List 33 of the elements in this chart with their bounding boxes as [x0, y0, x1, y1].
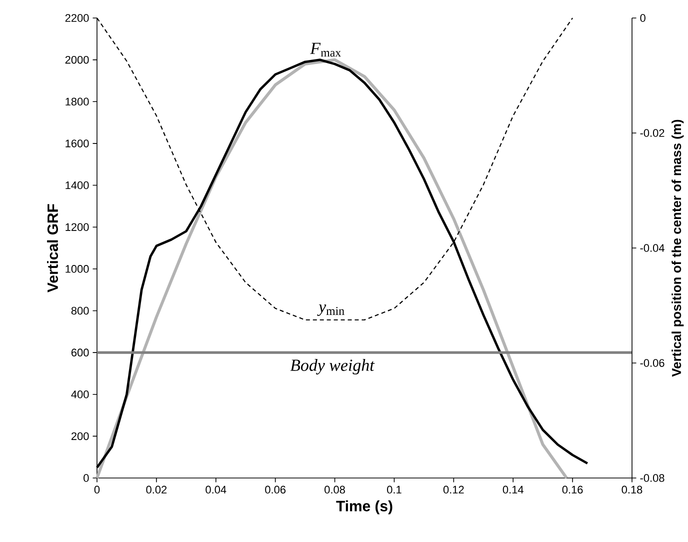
x-axis-title: Time (s)	[336, 500, 392, 514]
y-tick-label: 1200	[66, 223, 89, 231]
y-axis-title: Vertical GRF	[47, 204, 58, 292]
y-tick-label: 400	[71, 390, 89, 398]
y-tick-label: 200	[71, 432, 89, 440]
x-tick-label: 0.04	[206, 486, 226, 494]
x-tick-label: 0.1	[387, 486, 402, 494]
y-tick-label: 1600	[66, 140, 89, 148]
y2-tick-label: -0.02	[640, 129, 664, 137]
y-tick-label: 2000	[65, 56, 89, 64]
annotation: F$_{max}$	[310, 42, 341, 57]
x-tick-label: 0.16	[562, 486, 583, 494]
y-tick-label: 2200	[65, 14, 89, 22]
x-tick-label: 0	[94, 486, 100, 494]
y-tick-label: 1400	[66, 181, 89, 190]
y2-tick-label: -0.06	[640, 359, 664, 367]
x-tick-label: 0.06	[265, 486, 286, 494]
x-tick-label: 0.08	[324, 486, 345, 494]
x-tick-label: 0.12	[443, 486, 464, 494]
y-tick-label: 800	[71, 306, 89, 315]
x-tick-label: 0.18	[622, 486, 642, 494]
y-tick-label: 1000	[66, 265, 89, 273]
y2-tick-label: 0	[640, 14, 646, 22]
ref-line-label: Body weight	[290, 359, 375, 374]
annotation: y$_{min}$	[317, 304, 344, 316]
y-tick-label: 600	[72, 348, 89, 356]
y2-axis-title: Vertical position of the center of mass (m)	[672, 120, 684, 377]
y2-tick-label: -0.04	[640, 244, 664, 252]
x-tick-label: 0.14	[502, 486, 524, 494]
x-tick-label: 0.02	[146, 486, 167, 494]
y-tick-label: 0	[84, 474, 89, 482]
y2-tick-label: -0.08	[640, 474, 664, 482]
y-tick-label: 1800	[66, 98, 89, 106]
